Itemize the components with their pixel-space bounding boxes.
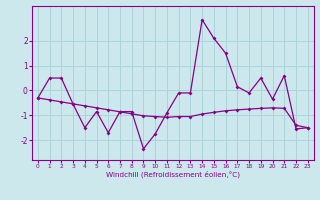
X-axis label: Windchill (Refroidissement éolien,°C): Windchill (Refroidissement éolien,°C) [106,171,240,178]
